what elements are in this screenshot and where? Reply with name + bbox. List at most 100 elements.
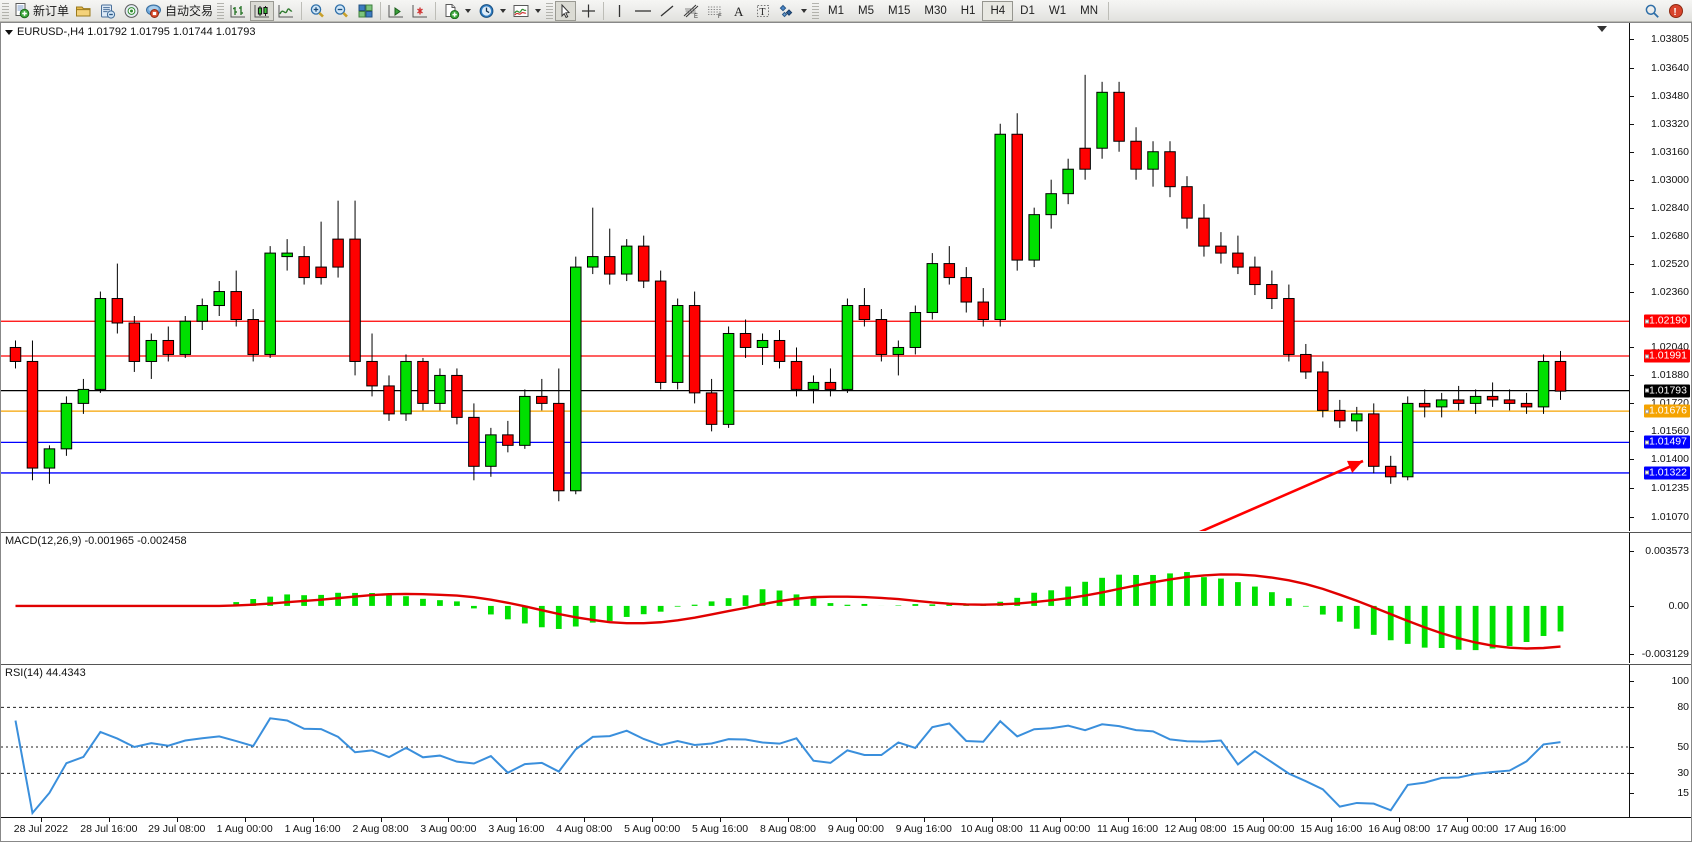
time-tick-mark [855,818,857,822]
timeframe-m1[interactable]: M1 [828,4,845,17]
price-tag-handle[interactable] [1645,354,1650,359]
svg-text:F: F [718,14,722,19]
vertical-line-icon[interactable] [607,1,631,21]
search-icon[interactable] [1640,1,1664,21]
price-tick-label: 1.01880 [1651,369,1689,382]
time-tick-mark [788,818,789,822]
time-tick-mark [1263,818,1265,822]
chart-symbol-header[interactable]: EURUSD-,H4 1.01792 1.01795 1.01744 1.017… [5,26,256,38]
macd-label[interactable]: MACD(12,26,9) -0.001965 -0.002458 [5,535,187,547]
zoom-in-icon[interactable] [305,1,329,21]
price-tick-label: 1.02840 [1651,201,1689,214]
price-tick-mark [1630,151,1634,153]
chart-collapse-icon[interactable] [5,29,13,35]
toolbar-grip-3[interactable] [546,1,554,20]
indicators-icon[interactable] [509,1,533,21]
rsi-tick-label: 30 [1677,767,1689,780]
main-toolbar: 新订单 [0,0,1692,22]
time-tick-mark [40,818,42,822]
price-tag-current-price[interactable]: 1.01793 [1644,384,1690,398]
timeframe-mn[interactable]: MN [1080,4,1098,17]
price-tag-handle[interactable] [1645,388,1650,393]
toolbar-grip[interactable] [2,1,9,20]
price-pane[interactable]: EURUSD-,H4 1.01792 1.01795 1.01744 1.017… [1,23,1691,531]
price-tick-mark [1630,291,1634,293]
navigator-icon[interactable] [119,1,143,21]
time-tick-mark [584,818,586,822]
timeframe-w1[interactable]: W1 [1048,4,1067,17]
text-label-icon[interactable]: T [751,1,775,21]
rsi-plot-area[interactable] [1,665,1629,817]
zoom-out-icon[interactable] [329,1,353,21]
time-tick-mark [516,818,518,822]
rsi-axis: 100 80 50 30 15 [1629,665,1691,817]
price-tag-value: 1.01793 [1649,384,1687,397]
price-tag-value: 1.01676 [1649,404,1687,417]
price-tag-handle[interactable] [1645,470,1650,475]
indicators-dropdown-caret[interactable] [535,8,542,13]
new-chart-dropdown-caret[interactable] [465,8,472,13]
shift-end-icon[interactable] [384,1,408,21]
time-tick-mark [176,818,178,822]
price-tag-support-level-2[interactable]: 1.01322 [1644,466,1690,480]
price-tag-handle[interactable] [1645,440,1650,445]
toolbar-separator-3 [435,1,437,20]
chart-window[interactable]: EURUSD-,H4 1.01792 1.01795 1.01744 1.017… [0,22,1692,842]
bar-chart-icon[interactable] [226,1,250,21]
line-chart-icon[interactable] [274,1,298,21]
candlestick-icon[interactable] [250,0,275,21]
equidistant-channel-icon[interactable]: E [679,1,703,21]
price-tag-support-level-1[interactable]: 1.01497 [1644,435,1690,449]
macd-plot-area[interactable] [1,533,1629,663]
toolbar-grip-4[interactable] [812,1,820,20]
price-tag-value: 1.01991 [1649,349,1687,362]
period-icon[interactable] [474,1,498,21]
price-tick-label: 1.01070 [1651,511,1689,523]
rsi-pane[interactable]: RSI(14) 44.4343 100 80 50 30 15 28 Jul 2022 2… [1,664,1691,841]
price-tag-handle[interactable] [1645,319,1650,324]
period-dropdown-caret[interactable] [500,8,507,13]
price-tag-resistance-level-2[interactable]: 1.01991 [1644,349,1690,363]
time-axis[interactable]: 28 Jul 2022 28 Jul 16:00 29 Jul 08:00 1 Aug… [1,817,1691,841]
price-tag-handle[interactable] [1645,409,1650,414]
timeframe-h1[interactable]: H1 [960,4,976,17]
scroll-indicator-caret[interactable] [1597,26,1607,32]
time-tick-mark [1467,818,1469,822]
shapes-dropdown-caret[interactable] [801,8,808,13]
tile-windows-icon[interactable] [353,1,377,21]
rsi-label[interactable]: RSI(14) 44.4343 [5,667,86,679]
price-tick-label: 1.02360 [1651,285,1689,298]
price-tag-resistance-level-1[interactable]: 1.02190 [1644,314,1690,328]
timeframe-h4[interactable]: H4 [982,0,1014,21]
macd-pane[interactable]: MACD(12,26,9) -0.001965 -0.002458 0.0035… [1,532,1691,663]
horizontal-line-icon[interactable] [631,1,655,21]
text-icon[interactable]: A [727,1,751,21]
price-tick-mark [1630,375,1634,377]
time-tick-mark [380,818,382,822]
time-axis-label: 5 Aug 00:00 [624,823,681,835]
price-tag-value: 1.02190 [1649,314,1687,327]
price-plot-area[interactable] [1,23,1629,531]
toolbar-grip-2[interactable] [217,1,225,20]
timeframe-m5[interactable]: M5 [858,4,874,17]
trendline-icon[interactable] [655,1,679,21]
help-icon[interactable]: ! [1664,1,1688,21]
price-axis[interactable]: 1.03805 1.03640 1.03480 1.03320 1.03160 1.030… [1629,23,1691,531]
timeframe-m15[interactable]: M15 [888,4,911,17]
timeframe-d1[interactable]: D1 [1020,4,1035,17]
new-order-button[interactable]: 新订单 [11,1,71,21]
time-axis-label: 11 Aug 16:00 [1097,823,1159,835]
crosshair-icon[interactable] [576,1,600,21]
auto-scroll-icon[interactable] [408,1,432,21]
autotrading-button[interactable]: 自动交易 [143,1,215,21]
market-watch-icon[interactable] [95,1,119,21]
timeframe-m30[interactable]: M30 [924,4,947,17]
time-axis-label: 28 Jul 2022 [13,823,69,835]
price-tag-pivot-level[interactable]: 1.01676 [1644,404,1690,418]
time-axis-label: 15 Aug 16:00 [1300,823,1363,835]
folder-icon[interactable] [71,1,95,21]
new-chart-icon[interactable] [439,1,463,21]
shapes-icon[interactable] [775,1,799,21]
fibonacci-icon[interactable]: F [703,1,727,21]
cursor-icon[interactable] [555,0,577,21]
